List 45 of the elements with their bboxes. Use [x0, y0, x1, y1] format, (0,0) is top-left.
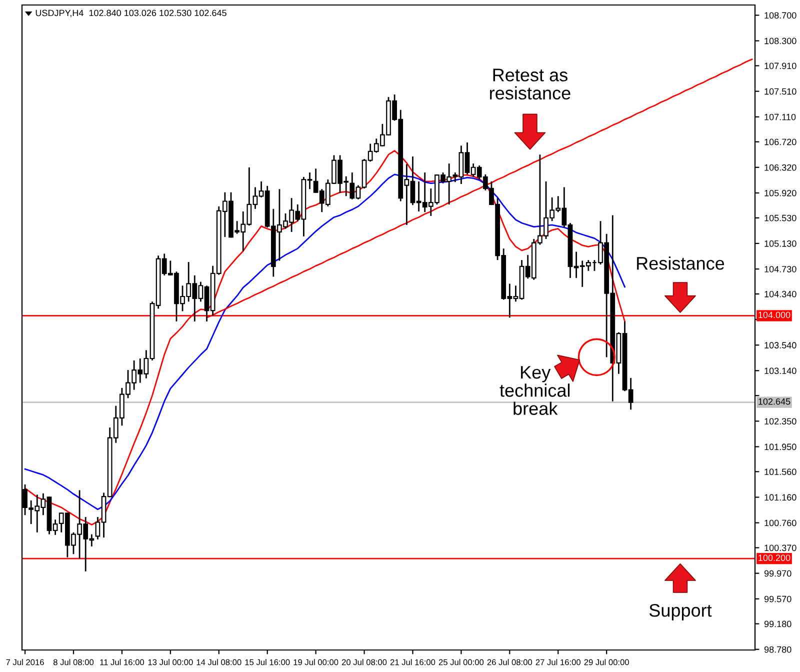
y-tick-label: 98.780: [764, 646, 792, 653]
annotation: Retest as resistance: [490, 68, 570, 100]
x-tick-label: 15 Jul 16:00: [245, 659, 290, 666]
x-tick-label: 26 Jul 08:00: [487, 659, 532, 666]
chart-title: USDJPY,H4 102.840 103.026 102.530 102.645: [36, 10, 226, 18]
y-tick-label: 101.560: [764, 468, 796, 476]
y-tick-label: 107.510: [764, 88, 796, 95]
y-tick-label: 107.110: [764, 114, 796, 120]
x-tick-label: 13 Jul 00:00: [148, 659, 193, 666]
y-tick-label: 103.140: [764, 368, 796, 374]
x-tick-label: 20 Jul 08:00: [342, 659, 387, 666]
ref-line-label: 100.200: [758, 554, 790, 562]
y-tick-label: 108.300: [764, 38, 796, 44]
x-tick-label: 7 Jul 2016: [6, 659, 44, 666]
x-tick-label: 29 Jul 00:00: [584, 659, 629, 666]
x-tick-label: 25 Jul 00:00: [438, 659, 484, 666]
x-tick-label: 11 Jul 16:00: [100, 659, 144, 666]
y-tick-label: 104.730: [764, 266, 796, 272]
x-tick-label: 19 Jul 00:00: [294, 659, 338, 666]
y-tick-label: 104.340: [764, 290, 796, 298]
y-tick-label: 105.920: [764, 190, 796, 196]
y-tick-label: 106.320: [764, 164, 796, 171]
x-tick-label: 27 Jul 16:00: [536, 659, 580, 666]
y-tick-label: 101.950: [764, 444, 796, 450]
y-tick-label: 100.370: [764, 544, 796, 552]
y-tick-label: 102.350: [764, 418, 796, 425]
y-tick-label: 99.970: [764, 570, 792, 577]
y-tick-label: 100.760: [764, 520, 796, 526]
y-tick-label: 99.570: [764, 596, 792, 602]
y-tick-label: 105.130: [764, 240, 796, 247]
y-tick-label: 101.160: [764, 494, 796, 501]
annotation: Key technical break: [500, 366, 570, 415]
ref-line-label: 104.000: [758, 312, 790, 318]
annotation: Support: [649, 604, 712, 620]
y-tick-label: 107.910: [764, 62, 796, 70]
y-tick-label: 99.180: [764, 620, 792, 628]
y-tick-label: 108.700: [764, 12, 796, 19]
x-tick-label: 8 Jul 08:00: [53, 659, 94, 666]
x-tick-label: 21 Jul 16:00: [390, 659, 436, 666]
x-tick-label: 14 Jul 08:00: [196, 659, 242, 666]
y-tick-label: 103.540: [764, 342, 796, 348]
annotation: Resistance: [637, 256, 724, 270]
ref-line-label: 102.645: [758, 398, 790, 405]
y-tick-label: 106.720: [764, 138, 796, 146]
y-tick-label: 105.530: [764, 214, 796, 222]
